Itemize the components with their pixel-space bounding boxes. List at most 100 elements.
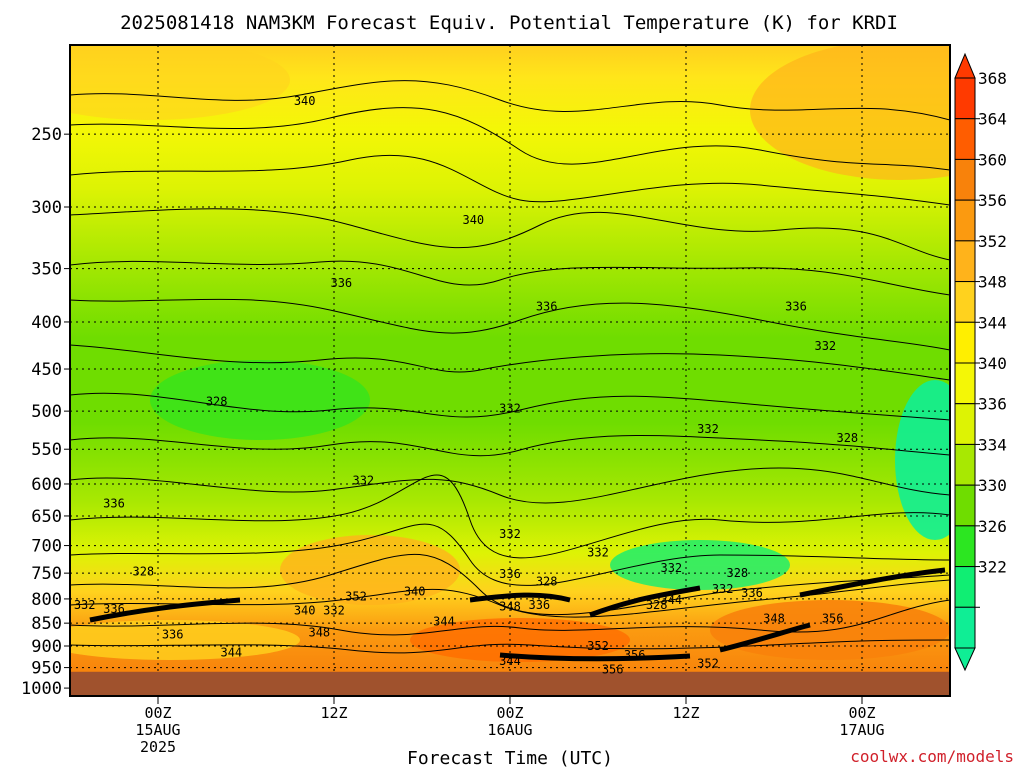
colorbar-swatch bbox=[954, 525, 976, 568]
contour-lines bbox=[70, 80, 950, 654]
contour-label: 352 bbox=[345, 589, 367, 603]
colorbar-label: 352 bbox=[978, 232, 1007, 251]
grid-lines bbox=[70, 45, 950, 696]
contour-label: 332 bbox=[697, 422, 719, 436]
y-axis: 250 300 350 400 450 500 550 600 650 700 750 800 850 9… bbox=[21, 125, 70, 699]
contour-label: 336 bbox=[741, 586, 763, 600]
x-axis-label: Forecast Time (UTC) bbox=[407, 748, 613, 768]
credit-text: coolwx.com/models bbox=[850, 747, 1014, 766]
contour-line bbox=[70, 392, 950, 421]
colorbar-swatch bbox=[954, 158, 976, 201]
contour-line bbox=[70, 260, 950, 296]
contour-label: 340 bbox=[294, 603, 316, 617]
contour-label: 340 bbox=[294, 94, 316, 108]
x-tick-label: 12Z bbox=[672, 704, 699, 722]
y-tick-label: 900 bbox=[31, 637, 62, 657]
contour-label: 336 bbox=[162, 628, 184, 642]
colorbar-swatch bbox=[954, 443, 976, 486]
colorbar-label: 322 bbox=[978, 558, 1007, 577]
contour-label: 344 bbox=[499, 654, 521, 668]
colorbar-swatch bbox=[954, 281, 976, 323]
contour-label: 340 bbox=[404, 584, 426, 598]
plot-field bbox=[70, 45, 950, 696]
contour-line bbox=[70, 553, 950, 616]
contour-label: 352 bbox=[697, 656, 719, 670]
x-tick-label: 2025 bbox=[140, 738, 176, 756]
contour-label: 328 bbox=[132, 565, 154, 579]
colorbar-bottom-arrow bbox=[954, 647, 976, 672]
contour-label: 356 bbox=[624, 648, 646, 662]
contour-label: 344 bbox=[220, 646, 242, 660]
colorbar-swatch bbox=[954, 321, 976, 364]
upper-warm-region bbox=[750, 45, 950, 180]
colorbar-swatch bbox=[954, 118, 976, 160]
contour-label: 332 bbox=[712, 582, 734, 596]
colorbar-swatch bbox=[954, 566, 976, 608]
midlevel-dry-region-right bbox=[610, 540, 790, 590]
y-tick-label: 1000 bbox=[21, 679, 62, 699]
colorbar-label: 334 bbox=[978, 435, 1007, 454]
contour-label: 348 bbox=[763, 611, 785, 625]
x-tick-label: 12Z bbox=[320, 704, 347, 722]
colorbar-label: 348 bbox=[978, 273, 1007, 292]
contour-label: 336 bbox=[528, 598, 550, 612]
lowlevel-warm-region-mid bbox=[410, 618, 630, 662]
colorbar-swatch bbox=[954, 240, 976, 283]
x-tick-label: 15AUG bbox=[135, 721, 180, 739]
contour-line bbox=[70, 298, 950, 351]
contour-label: 336 bbox=[103, 602, 125, 616]
contour-line bbox=[70, 523, 950, 586]
contour-line bbox=[70, 154, 950, 206]
contour-label: 348 bbox=[499, 599, 521, 613]
contour-label: 344 bbox=[433, 615, 455, 629]
y-tick-label: 450 bbox=[31, 360, 62, 380]
upper-warm-region-left bbox=[70, 45, 290, 120]
colorbar-swatch bbox=[954, 362, 976, 405]
colorbar-swatch bbox=[954, 199, 976, 242]
contour-label: 348 bbox=[308, 625, 330, 639]
x-tick-label: 00Z bbox=[848, 704, 875, 722]
contour-label: 336 bbox=[499, 567, 521, 581]
contour-label: 332 bbox=[587, 545, 609, 559]
lowlevel-moist-band bbox=[70, 620, 300, 660]
colorbar-swatch bbox=[954, 403, 976, 445]
lowlevel-warm-region-left bbox=[280, 535, 460, 605]
contour-line bbox=[70, 80, 950, 121]
contour-label: 336 bbox=[785, 300, 807, 314]
y-tick-label: 950 bbox=[31, 659, 62, 679]
x-tick-label: 16AUG bbox=[487, 721, 532, 739]
right-edge-dry-region bbox=[895, 380, 950, 540]
contour-label: 332 bbox=[660, 561, 682, 575]
x-tick-label: 17AUG bbox=[839, 721, 884, 739]
contour-label: 332 bbox=[74, 598, 96, 612]
colorbar-label: 340 bbox=[978, 354, 1007, 373]
colorbar-label: 368 bbox=[978, 69, 1007, 88]
contour-label: 332 bbox=[499, 402, 521, 416]
contour-band bbox=[719, 622, 811, 653]
x-tick-label: 00Z bbox=[496, 704, 523, 722]
contour-label: 344 bbox=[660, 593, 682, 607]
contour-line bbox=[70, 639, 950, 654]
contour-band bbox=[89, 597, 241, 623]
colorbar-label: 360 bbox=[978, 150, 1007, 169]
y-tick-label: 550 bbox=[31, 440, 62, 460]
contour-line bbox=[70, 435, 950, 457]
contour-line bbox=[70, 474, 950, 559]
contour-label: 328 bbox=[836, 431, 858, 445]
contour-label: 356 bbox=[822, 611, 844, 625]
y-tick-label: 350 bbox=[31, 260, 62, 280]
contour-label: 332 bbox=[323, 603, 345, 617]
contour-label: 328 bbox=[536, 575, 558, 589]
contour-band bbox=[589, 585, 701, 618]
contour-label: 328 bbox=[646, 598, 668, 612]
colorbar-swatch bbox=[954, 606, 976, 649]
colorbar-swatch bbox=[954, 77, 976, 120]
y-tick-label: 500 bbox=[31, 402, 62, 422]
contour-line bbox=[70, 107, 950, 171]
colorbar-label: 364 bbox=[978, 110, 1007, 129]
contour-band bbox=[469, 592, 571, 603]
contour-line bbox=[70, 344, 950, 381]
